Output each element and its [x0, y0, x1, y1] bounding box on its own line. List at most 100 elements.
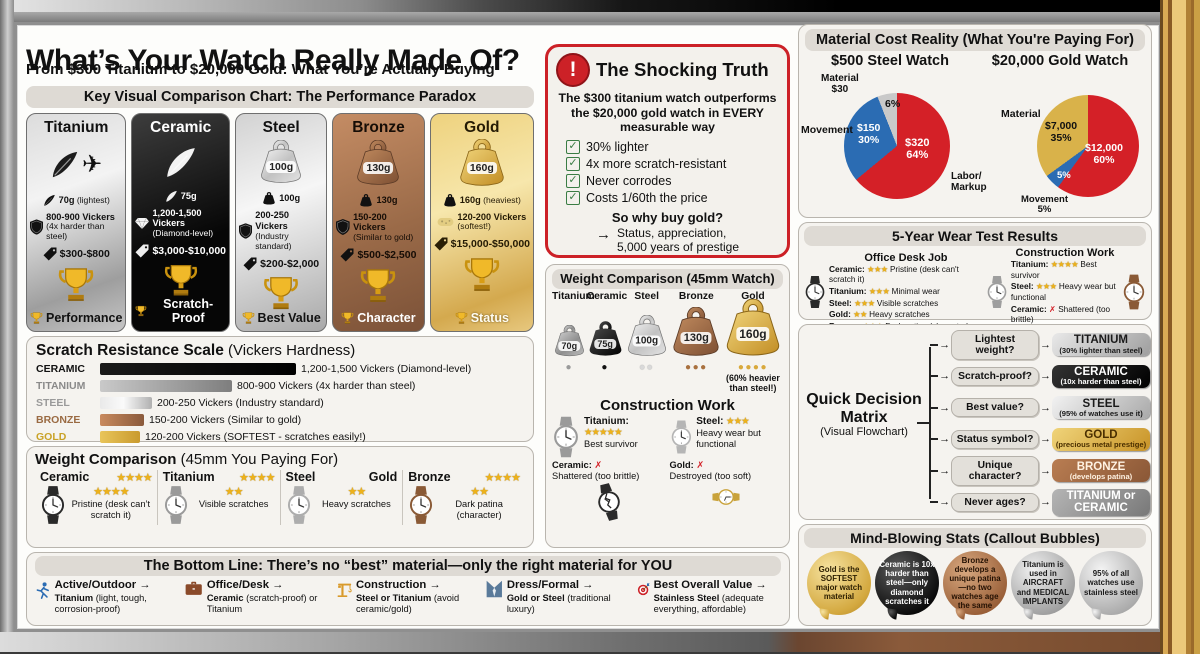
matrix-row-neverages: → Never ages? → TITANIUM or CERAMIC	[930, 488, 1150, 517]
scratch-title: Scratch Resistance Scale	[36, 342, 224, 359]
star-rating: ★★★★	[116, 471, 152, 484]
scratch-subtitle: (Vickers Hardness)	[228, 342, 356, 359]
stats-subtitle: (Callout Bubbles)	[983, 530, 1100, 546]
pie-label-material2-val: $7,000 35%	[1045, 120, 1078, 144]
award-label: Scratch-Proof	[163, 297, 214, 325]
weight-col-steel-gold: Steel Gold ★★ Heavy scratches	[279, 470, 403, 525]
frame-bottom-silver-bronze	[0, 632, 1200, 654]
checkbox-icon: ✓	[566, 173, 580, 188]
weight-comparison-panel-left: Weight Comparison (45mm You Paying For) …	[26, 446, 534, 548]
frame-top-metallic-bar	[0, 0, 1200, 12]
vickers-value: 150-200 Vickers	[353, 211, 387, 233]
gold-pie-chart	[1037, 95, 1139, 197]
stat-bubble-bronze: Bronze develops a unique patina—no two w…	[943, 551, 1007, 615]
question-pill: Status symbol?	[951, 429, 1039, 449]
arrow-icon: →	[939, 401, 951, 414]
stats-panel: Mind-Blowing Stats (Callout Bubbles) Gol…	[798, 524, 1152, 626]
arrow-icon: →	[939, 464, 951, 477]
arrow-icon: →	[939, 370, 951, 383]
usecase-construction: Construction → Steel or Titanium (avoid c…	[336, 579, 480, 615]
cost-header: Material Cost Reality (What You're Payin…	[805, 29, 1145, 51]
steel-pie-chart	[844, 93, 950, 199]
card-title: Gold	[464, 119, 500, 136]
pie-label-material: Material $30	[821, 73, 859, 95]
matrix-row-bestvalue: → Best value? → STEEL (95% of watches use it…	[930, 394, 1150, 421]
stat-bubble-steel: 95% of all watches use stainless steel	[1079, 551, 1143, 615]
watch-icon	[804, 270, 826, 314]
wear-test-header: 5-Year Wear Test Results	[804, 226, 1146, 246]
price-range: $500-$2,500	[357, 249, 417, 262]
weight-note: (heaviest)	[483, 194, 521, 205]
trophy-icon	[30, 312, 43, 324]
vickers-note: (Similar to gold)	[353, 232, 414, 243]
checkbox-icon: ✓	[566, 190, 580, 205]
pie-label-material2: Material	[1001, 108, 1041, 120]
scale-bar	[100, 380, 232, 393]
bottom-line-panel: The Bottom Line: There’s no “best” mater…	[26, 552, 790, 626]
weight-kettlebell-icon: 100g	[258, 140, 304, 189]
shocking-truth-panel: ! The Shocking Truth The $300 titanium w…	[545, 44, 790, 258]
scale-row-titanium: TITANIUM 800-900 Vickers (4x harder than …	[36, 380, 416, 393]
diamond-icon	[135, 217, 149, 230]
broken-watch-icon	[592, 481, 626, 524]
page-subtitle: From $300 Titanium to $20,000 Gold: What…	[26, 61, 495, 78]
watch-icon	[286, 485, 312, 525]
scale-row-steel: STEEL 200-250 Vickers (Industry standard)	[36, 397, 324, 410]
frame-left-silver	[0, 0, 14, 654]
alert-exclamation-icon: !	[556, 53, 590, 87]
star-rating: ★★★	[726, 416, 750, 428]
crane-icon	[336, 579, 352, 600]
result-chip-bronze: BRONZE (develops patina)	[1051, 459, 1150, 483]
award-label: Performance	[46, 311, 123, 325]
award-label: Best Value	[257, 311, 321, 325]
construction-work-title: Construction Work	[600, 397, 735, 415]
question-pill: Scratch-proof?	[951, 366, 1039, 386]
weightM-subtitle: (45mm Watch)	[686, 271, 775, 286]
pie-label-movement: Movement	[801, 124, 853, 136]
airplane-icon: ✈	[82, 151, 103, 178]
trophy-icon	[57, 267, 95, 302]
price-tag-icon	[43, 247, 57, 261]
check-item: ✓ Costs 1/60th the price	[566, 190, 779, 205]
weightM-title: Weight Comparison	[560, 271, 683, 286]
weight-icon	[262, 192, 276, 205]
weight-badge: 130g	[363, 162, 394, 175]
check-item: ✓ Never corrodes	[566, 173, 779, 188]
material-card-gold: Gold 160g 160g (heaviest) 120-200 Vicker…	[429, 113, 535, 332]
weight-dots: ●●●	[685, 362, 708, 373]
trophy-icon	[341, 312, 354, 324]
why-buy-gold: So why buy gold?	[611, 209, 724, 225]
pie-label-labor2-val: $12,000 60%	[1085, 142, 1123, 166]
weight-kettlebell-icon: 100g	[625, 315, 669, 362]
pie-label-movement2-pct: 5%	[1057, 170, 1071, 181]
star-rating: ★★	[347, 486, 367, 498]
weight-note: (lightest)	[76, 194, 110, 205]
scale-row-gold: GOLD 120-200 Vickers (SOFTEST - scratches…	[36, 431, 366, 444]
wear-row: Steel: ★★★ Visible scratches	[829, 297, 939, 308]
material-card-bronze: Bronze 130g 130g 150-200 Vickers (Similar…	[332, 113, 425, 332]
price-tag-icon	[340, 248, 354, 262]
gold-weight-note: (60% heavier than steel!)	[726, 373, 780, 393]
arrow-icon: →	[939, 433, 951, 446]
vickers-value: 800-900 Vickers	[46, 211, 115, 222]
material-card-ceramic: Ceramic 75g 1,200-1,500 Vickers (Diamond-…	[131, 113, 231, 332]
price-range: $3,000-$10,000	[152, 245, 227, 258]
steel-pie-title: $500 Steel Watch	[831, 53, 949, 69]
weightL-subtitle: (45mm You Paying For)	[180, 451, 339, 468]
frame-right-gold	[1160, 0, 1200, 654]
card-title: Titanium	[44, 119, 109, 136]
watch-icon	[986, 270, 1008, 314]
shocking-truth-title: The Shocking Truth	[596, 59, 769, 80]
weight-kettlebell-icon: 160g	[457, 139, 507, 192]
weight-value: 160g	[459, 194, 481, 205]
price-range: $300-$800	[59, 248, 110, 261]
feather-icon	[50, 150, 80, 180]
usecase-best-value: Best Overall Value → Stainless Steel (ade…	[637, 579, 781, 615]
arrow-icon: →	[595, 225, 611, 243]
check-item: ✓ 4x more scratch-resistant	[566, 156, 779, 171]
arrow-icon: →	[1039, 433, 1051, 446]
weight-badge: 100g	[266, 161, 297, 174]
stat-bubble-ceramic: Ceramic is 10x harder than steel—only di…	[875, 551, 939, 615]
trophy-icon	[262, 276, 300, 310]
weight-dots: ●	[565, 362, 574, 373]
